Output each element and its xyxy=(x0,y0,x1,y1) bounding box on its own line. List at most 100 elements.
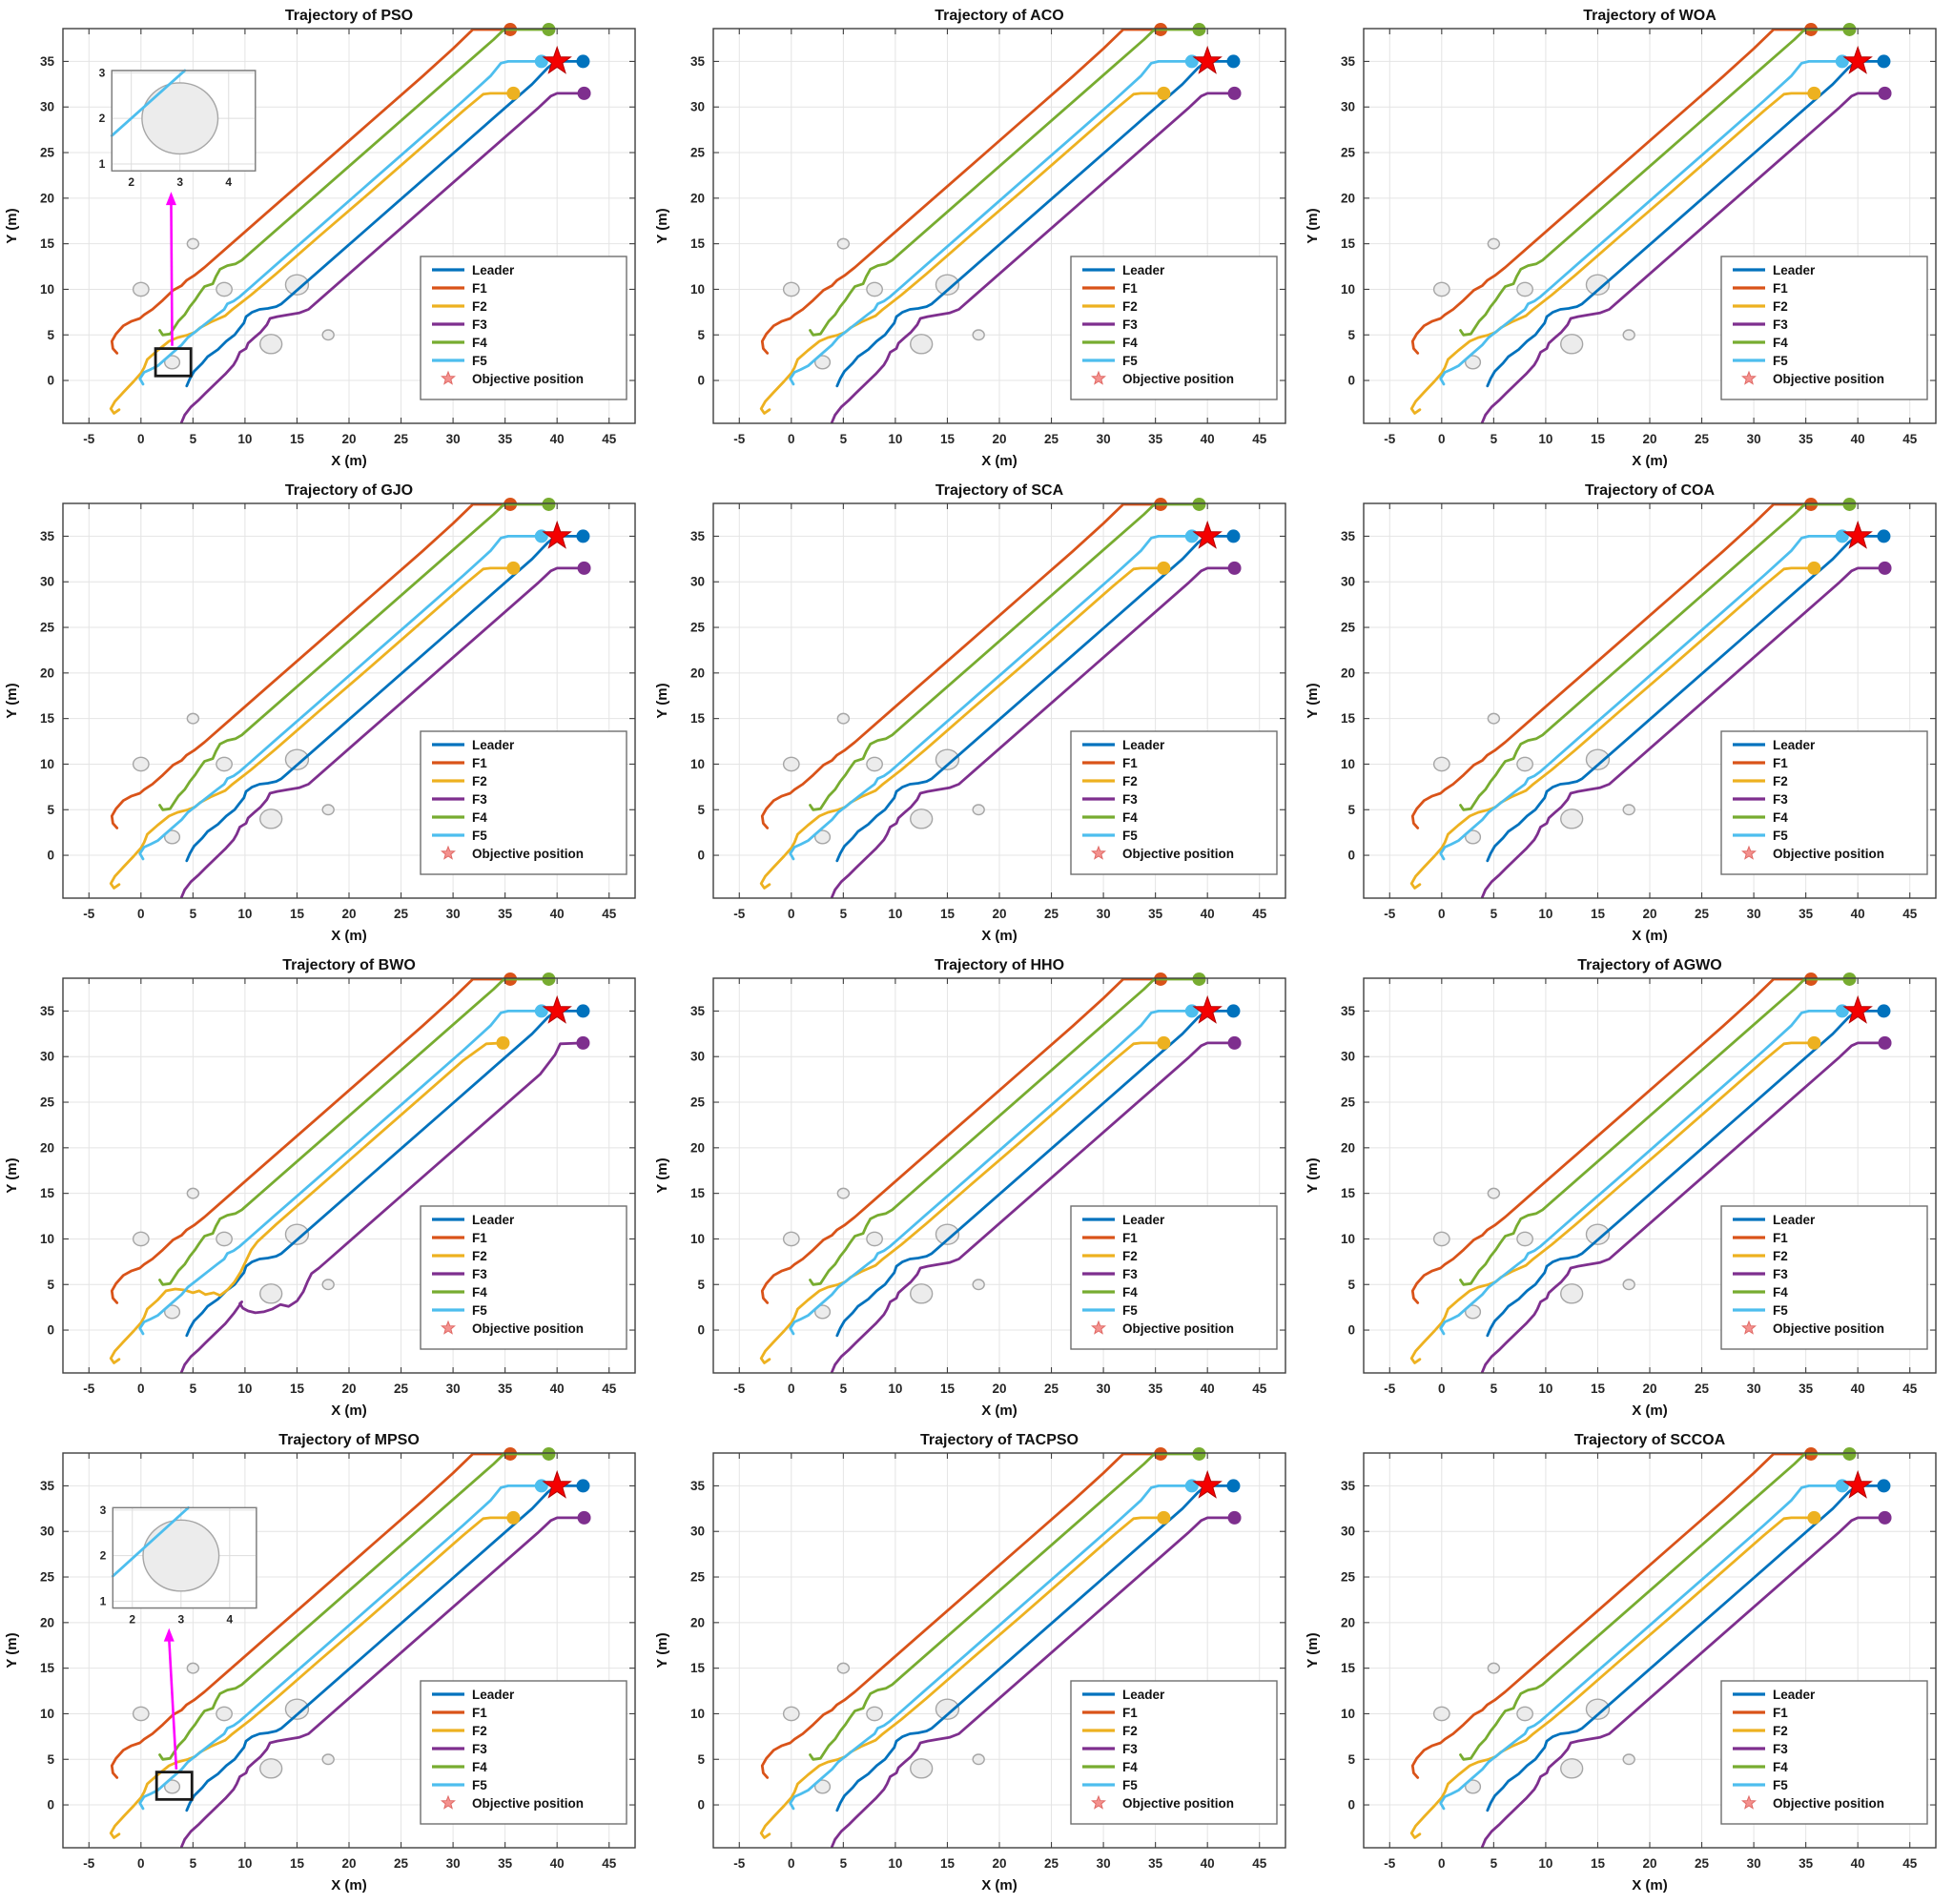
x-tick-label: 10 xyxy=(1538,907,1552,921)
endpoint-dot-f4 xyxy=(1842,497,1857,511)
x-tick-label: 30 xyxy=(1747,432,1761,446)
obstacle-circle xyxy=(935,748,960,770)
trajectory-leader xyxy=(1486,1010,1885,1338)
obstacle-circle xyxy=(321,329,335,341)
x-tick-label: 35 xyxy=(1148,907,1163,921)
y-tick-label: 30 xyxy=(690,1050,705,1064)
y-tick-label: 10 xyxy=(1341,1232,1355,1246)
endpoint-dot-f2 xyxy=(506,86,521,100)
y-tick-label: 30 xyxy=(1341,100,1355,114)
x-tick-label: 10 xyxy=(1538,1382,1552,1396)
endpoint-dot-f3 xyxy=(577,561,591,575)
legend-label-f4: F4 xyxy=(1773,1760,1788,1774)
obstacles xyxy=(1432,712,1635,845)
obstacle-circle xyxy=(259,1758,283,1779)
y-tick-label: 10 xyxy=(40,1707,54,1721)
plot-svg-sca: -5 0 5 10 15 20 25 30 35 40 45 0 5 10 15 20 25 30 35 Trajec… xyxy=(654,482,1286,944)
x-tick-label: 45 xyxy=(1252,1856,1267,1871)
y-tick-label: 25 xyxy=(40,1570,55,1585)
obstacle-circle xyxy=(216,756,233,772)
x-tick-label: 35 xyxy=(1799,1856,1814,1871)
obstacle-circle xyxy=(836,1662,851,1674)
trajectories xyxy=(1409,22,1892,424)
obstacle-circle xyxy=(1622,329,1635,341)
x-tick-label: 10 xyxy=(888,1856,902,1871)
x-tick-label: 25 xyxy=(1695,907,1710,921)
legend-label-objective: Objective position xyxy=(1773,372,1884,386)
obstacle-circle xyxy=(284,1223,310,1245)
trajectory-f1 xyxy=(1410,502,1813,829)
y-tick-label: 15 xyxy=(1341,711,1356,726)
x-tick-label: 15 xyxy=(1591,907,1606,921)
trajectory-f5 xyxy=(138,1010,544,1336)
trajectory-leader xyxy=(185,60,585,388)
plot-svg-gjo: -5 0 5 10 15 20 25 30 35 40 45 0 5 10 15 20 25 30 35 Trajec… xyxy=(4,482,636,944)
obstacle-circle xyxy=(813,1779,832,1794)
inset-x-tick-label: 3 xyxy=(177,1613,184,1627)
legend: Leader F1 F2 F3 F4 F5 Objective position xyxy=(420,730,627,875)
x-tick-label: 35 xyxy=(1148,1856,1163,1871)
obstacle-circle xyxy=(284,1698,310,1720)
obstacle-circle xyxy=(1560,334,1584,355)
x-tick-label: 15 xyxy=(290,907,305,921)
x-tick-label: 10 xyxy=(237,432,252,446)
obstacle-circle xyxy=(910,809,934,829)
trajectory-f2 xyxy=(109,1041,504,1364)
x-tick-label: 25 xyxy=(394,1856,409,1871)
x-tick-label: 35 xyxy=(1799,432,1814,446)
y-tick-label: 30 xyxy=(40,575,54,589)
trajectory-f1 xyxy=(760,1452,1162,1779)
x-tick-label: 35 xyxy=(1799,1382,1814,1396)
legend: Leader F1 F2 F3 F4 F5 Objective position xyxy=(420,256,627,400)
x-tick-label: 20 xyxy=(992,432,1006,446)
x-tick-label: 30 xyxy=(1747,907,1761,921)
x-tick-label: 0 xyxy=(137,432,145,446)
objective-star xyxy=(1842,1469,1873,1499)
obstacle-circle xyxy=(1560,1758,1584,1779)
subplot-woa: -5 0 5 10 15 20 25 30 35 40 45 0 5 10 15 20 25 30 35 Trajec… xyxy=(1301,0,1951,475)
x-tick-label: 5 xyxy=(840,907,848,921)
x-axis-label: X (m) xyxy=(981,1877,1018,1894)
plot-svg-woa: -5 0 5 10 15 20 25 30 35 40 45 0 5 10 15 20 25 30 35 Trajec… xyxy=(1305,8,1937,469)
endpoint-dot-leader xyxy=(1226,1004,1241,1018)
subplot-bwo: -5 0 5 10 15 20 25 30 35 40 45 0 5 10 15 20 25 30 35 Trajec… xyxy=(0,950,650,1424)
obstacles xyxy=(782,712,985,845)
x-tick-label: 45 xyxy=(602,1382,617,1396)
obstacle-circle xyxy=(132,1706,150,1722)
x-tick-label: 15 xyxy=(940,907,956,921)
plot-title: Trajectory of SCCOA xyxy=(1574,1432,1726,1448)
trajectory-leader xyxy=(185,1484,585,1812)
legend-label-objective: Objective position xyxy=(1773,847,1884,861)
trajectory-f1 xyxy=(110,502,512,829)
legend-objective-star-icon xyxy=(1091,370,1106,385)
obstacle-circle xyxy=(163,355,181,370)
obstacle-circle xyxy=(972,329,985,341)
legend-label-objective: Objective position xyxy=(1773,1796,1884,1811)
endpoint-dot-f4 xyxy=(1842,972,1857,986)
plot-svg-coa: -5 0 5 10 15 20 25 30 35 40 45 0 5 10 15 20 25 30 35 Trajec… xyxy=(1305,482,1937,944)
trajectories xyxy=(1409,1446,1892,1849)
y-tick-label: 20 xyxy=(1341,1140,1355,1155)
legend-label-f4: F4 xyxy=(472,336,487,350)
legend-label-f5: F5 xyxy=(472,829,487,843)
y-tick-label: 5 xyxy=(697,328,705,342)
legend-label-f4: F4 xyxy=(1122,810,1138,825)
trajectory-f5 xyxy=(789,535,1194,861)
y-tick-label: 15 xyxy=(690,1661,706,1675)
obstacle-circle xyxy=(259,809,283,829)
y-axis-label: Y (m) xyxy=(654,1632,670,1668)
subplot-sca: -5 0 5 10 15 20 25 30 35 40 45 0 5 10 15 20 25 30 35 Trajec… xyxy=(650,475,1301,950)
y-tick-label: 25 xyxy=(1341,621,1356,635)
trajectory-leader xyxy=(835,1484,1235,1812)
y-tick-label: 35 xyxy=(690,1004,706,1018)
y-axis-label: Y (m) xyxy=(4,208,20,243)
endpoint-dot-f4 xyxy=(1842,1446,1857,1461)
trajectory-f4 xyxy=(1459,977,1851,1286)
legend-objective-star-icon xyxy=(441,370,456,385)
objective-star xyxy=(1192,994,1223,1024)
y-tick-label: 30 xyxy=(690,100,705,114)
subplot-gjo: -5 0 5 10 15 20 25 30 35 40 45 0 5 10 15 20 25 30 35 Trajec… xyxy=(0,475,650,950)
x-tick-label: 15 xyxy=(940,432,956,446)
legend-label-f1: F1 xyxy=(1773,1706,1788,1720)
inset-zoom: 2 3 4 1 2 3 xyxy=(99,66,257,189)
